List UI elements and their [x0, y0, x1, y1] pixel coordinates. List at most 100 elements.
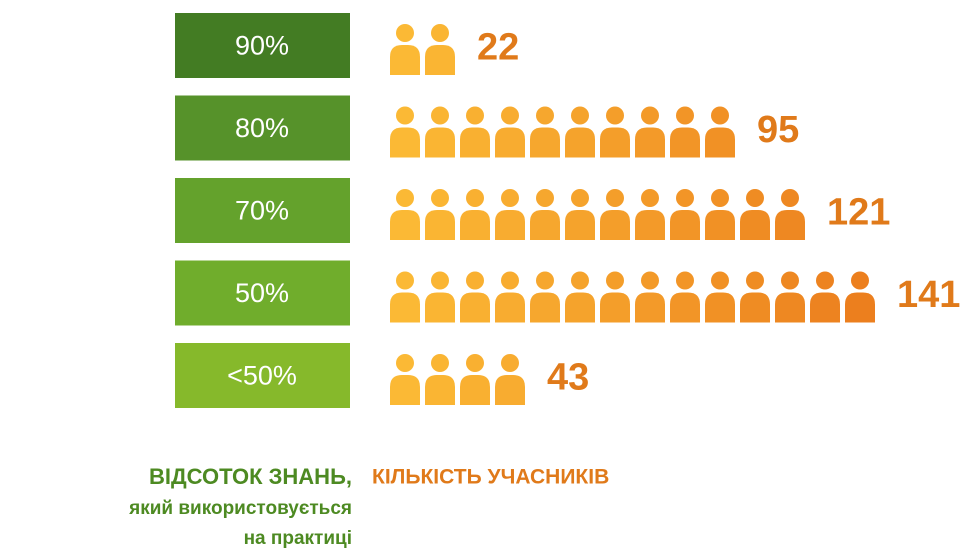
- person-body: [705, 210, 735, 240]
- person-body: [530, 127, 560, 158]
- person-head: [501, 106, 519, 125]
- person-head: [571, 271, 589, 290]
- icon-row: [390, 24, 455, 75]
- person-body: [705, 127, 735, 158]
- person-body: [390, 375, 420, 405]
- person-body: [530, 210, 560, 240]
- person-body: [390, 292, 420, 323]
- person-body: [390, 45, 420, 75]
- category-axis-title: ВІДСОТОК ЗНАНЬ,: [149, 464, 352, 489]
- person-head: [571, 106, 589, 125]
- person-body: [425, 375, 455, 405]
- person-body: [635, 210, 665, 240]
- icon-row: [390, 354, 525, 405]
- person-body: [600, 127, 630, 158]
- person-head: [606, 189, 624, 207]
- person-body: [565, 127, 595, 158]
- value-label: 43: [547, 357, 589, 399]
- person-body: [460, 292, 490, 323]
- category-label: 80%: [235, 113, 289, 143]
- person-body: [670, 127, 700, 158]
- category-label: 90%: [235, 31, 289, 61]
- category-box: [175, 178, 350, 243]
- person-head: [711, 189, 729, 207]
- person-head: [536, 271, 554, 290]
- person-body: [775, 210, 805, 240]
- person-body: [495, 375, 525, 405]
- person-body: [460, 375, 490, 405]
- person-head: [396, 24, 414, 42]
- person-body: [460, 127, 490, 158]
- person-head: [396, 189, 414, 207]
- person-body: [425, 210, 455, 240]
- person-head: [676, 106, 694, 125]
- person-head: [466, 106, 484, 125]
- category-label: 50%: [235, 278, 289, 308]
- person-head: [431, 354, 449, 372]
- person-head: [781, 189, 799, 207]
- icon-row: [390, 271, 875, 323]
- category-box: [175, 13, 350, 78]
- person-body: [565, 292, 595, 323]
- person-body: [635, 292, 665, 323]
- person-head: [431, 271, 449, 290]
- person-body: [600, 210, 630, 240]
- person-head: [396, 271, 414, 290]
- value-label: 22: [477, 27, 519, 69]
- value-label: 141: [897, 274, 960, 316]
- person-head: [571, 189, 589, 207]
- person-body: [425, 292, 455, 323]
- icon-row: [390, 106, 735, 158]
- person-head: [676, 271, 694, 290]
- value-axis-title: КІЛЬКІСТЬ УЧАСНИКІВ: [372, 466, 609, 489]
- person-body: [740, 292, 770, 323]
- person-body: [810, 292, 840, 323]
- person-head: [501, 354, 519, 372]
- person-head: [676, 189, 694, 207]
- person-head: [746, 189, 764, 207]
- value-label: 95: [757, 109, 799, 151]
- person-body: [670, 292, 700, 323]
- person-head: [396, 106, 414, 125]
- person-head: [466, 354, 484, 372]
- person-body: [425, 127, 455, 158]
- person-head: [431, 24, 449, 42]
- person-head: [746, 271, 764, 290]
- person-body: [740, 210, 770, 240]
- value-label: 121: [827, 192, 890, 234]
- person-head: [641, 106, 659, 125]
- person-head: [431, 189, 449, 207]
- person-body: [775, 292, 805, 323]
- person-body: [425, 45, 455, 75]
- category-box: [175, 260, 350, 326]
- category-box: [175, 95, 350, 161]
- person-head: [606, 271, 624, 290]
- person-head: [536, 106, 554, 125]
- category-axis-subtitle: на практиці: [244, 528, 352, 549]
- person-head: [396, 354, 414, 372]
- person-head: [816, 271, 834, 290]
- person-body: [670, 210, 700, 240]
- icon-row: [390, 189, 805, 240]
- person-body: [845, 292, 875, 323]
- person-head: [711, 271, 729, 290]
- category-box: [175, 343, 350, 408]
- person-head: [781, 271, 799, 290]
- person-head: [501, 271, 519, 290]
- person-head: [536, 189, 554, 207]
- person-head: [466, 189, 484, 207]
- category-label: <50%: [227, 361, 297, 391]
- person-head: [641, 271, 659, 290]
- person-head: [466, 271, 484, 290]
- person-body: [460, 210, 490, 240]
- person-head: [606, 106, 624, 125]
- category-label: 70%: [235, 196, 289, 226]
- person-head: [501, 189, 519, 207]
- person-body: [495, 292, 525, 323]
- person-head: [851, 271, 869, 290]
- person-body: [495, 210, 525, 240]
- person-body: [600, 292, 630, 323]
- person-head: [711, 106, 729, 125]
- person-body: [530, 292, 560, 323]
